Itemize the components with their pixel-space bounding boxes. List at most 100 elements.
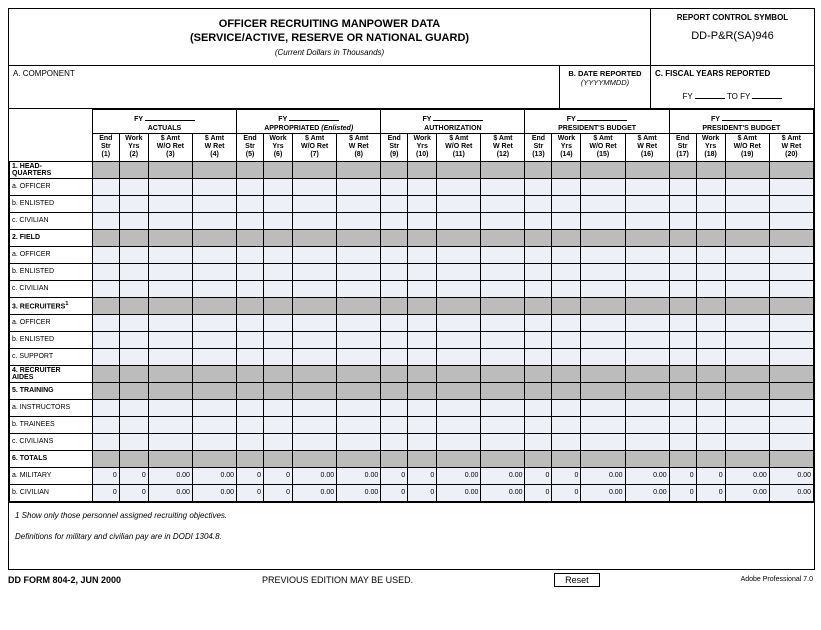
cell-10-3[interactable] [192, 331, 236, 348]
cell-9-6[interactable] [293, 314, 337, 331]
cell-6-7[interactable] [337, 263, 381, 280]
cell-10-5[interactable] [263, 331, 292, 348]
cell-16-19[interactable] [769, 433, 813, 450]
cell-6-4[interactable] [237, 263, 264, 280]
cell-5-6[interactable] [293, 246, 337, 263]
cell-16-12[interactable] [525, 433, 552, 450]
cell-16-16[interactable] [669, 433, 696, 450]
cell-7-3[interactable] [192, 280, 236, 297]
cell-10-15[interactable] [625, 331, 669, 348]
cell-6-17[interactable] [696, 263, 725, 280]
cell-9-14[interactable] [581, 314, 625, 331]
cell-11-17[interactable] [696, 348, 725, 365]
cell-18-9[interactable]: 0 [408, 467, 437, 484]
cell-7-6[interactable] [293, 280, 337, 297]
cell-11-10[interactable] [437, 348, 481, 365]
cell-16-8[interactable] [381, 433, 408, 450]
cell-7-13[interactable] [552, 280, 581, 297]
cell-14-3[interactable] [192, 399, 236, 416]
cell-1-7[interactable] [337, 178, 381, 195]
cell-2-19[interactable] [769, 195, 813, 212]
cell-11-8[interactable] [381, 348, 408, 365]
cell-7-4[interactable] [237, 280, 264, 297]
cell-19-13[interactable]: 0 [552, 484, 581, 501]
cell-18-17[interactable]: 0 [696, 467, 725, 484]
cell-1-16[interactable] [669, 178, 696, 195]
cell-14-19[interactable] [769, 399, 813, 416]
cell-6-2[interactable] [148, 263, 192, 280]
cell-9-16[interactable] [669, 314, 696, 331]
cell-1-3[interactable] [192, 178, 236, 195]
cell-11-3[interactable] [192, 348, 236, 365]
cell-6-9[interactable] [408, 263, 437, 280]
cell-7-2[interactable] [148, 280, 192, 297]
cell-6-1[interactable] [119, 263, 148, 280]
cell-5-9[interactable] [408, 246, 437, 263]
cell-9-18[interactable] [725, 314, 769, 331]
cell-2-4[interactable] [237, 195, 264, 212]
cell-18-0[interactable]: 0 [92, 467, 119, 484]
cell-2-7[interactable] [337, 195, 381, 212]
cell-19-5[interactable]: 0 [263, 484, 292, 501]
cell-15-4[interactable] [237, 416, 264, 433]
cell-6-14[interactable] [581, 263, 625, 280]
cell-10-4[interactable] [237, 331, 264, 348]
cell-5-3[interactable] [192, 246, 236, 263]
cell-7-11[interactable] [481, 280, 525, 297]
cell-7-8[interactable] [381, 280, 408, 297]
cell-10-0[interactable] [92, 331, 119, 348]
cell-19-9[interactable]: 0 [408, 484, 437, 501]
cell-3-2[interactable] [148, 212, 192, 229]
cell-18-16[interactable]: 0 [669, 467, 696, 484]
cell-18-10[interactable]: 0.00 [437, 467, 481, 484]
cell-19-11[interactable]: 0.00 [481, 484, 525, 501]
cell-5-0[interactable] [92, 246, 119, 263]
cell-5-16[interactable] [669, 246, 696, 263]
cell-10-8[interactable] [381, 331, 408, 348]
cell-3-9[interactable] [408, 212, 437, 229]
cell-11-5[interactable] [263, 348, 292, 365]
cell-19-12[interactable]: 0 [525, 484, 552, 501]
cell-14-2[interactable] [148, 399, 192, 416]
cell-7-17[interactable] [696, 280, 725, 297]
cell-19-1[interactable]: 0 [119, 484, 148, 501]
cell-11-11[interactable] [481, 348, 525, 365]
cell-11-2[interactable] [148, 348, 192, 365]
cell-14-5[interactable] [263, 399, 292, 416]
cell-2-10[interactable] [437, 195, 481, 212]
cell-3-10[interactable] [437, 212, 481, 229]
cell-5-2[interactable] [148, 246, 192, 263]
cell-2-18[interactable] [725, 195, 769, 212]
cell-5-17[interactable] [696, 246, 725, 263]
cell-16-2[interactable] [148, 433, 192, 450]
cell-19-16[interactable]: 0 [669, 484, 696, 501]
cell-18-1[interactable]: 0 [119, 467, 148, 484]
cell-11-1[interactable] [119, 348, 148, 365]
cell-14-7[interactable] [337, 399, 381, 416]
cell-1-13[interactable] [552, 178, 581, 195]
cell-3-16[interactable] [669, 212, 696, 229]
cell-16-14[interactable] [581, 433, 625, 450]
cell-9-10[interactable] [437, 314, 481, 331]
cell-1-4[interactable] [237, 178, 264, 195]
cell-18-4[interactable]: 0 [237, 467, 264, 484]
cell-11-12[interactable] [525, 348, 552, 365]
cell-15-3[interactable] [192, 416, 236, 433]
cell-9-15[interactable] [625, 314, 669, 331]
cell-18-2[interactable]: 0.00 [148, 467, 192, 484]
cell-7-16[interactable] [669, 280, 696, 297]
cell-6-19[interactable] [769, 263, 813, 280]
cell-10-2[interactable] [148, 331, 192, 348]
cell-10-7[interactable] [337, 331, 381, 348]
cell-16-9[interactable] [408, 433, 437, 450]
cell-14-10[interactable] [437, 399, 481, 416]
cell-15-16[interactable] [669, 416, 696, 433]
cell-1-8[interactable] [381, 178, 408, 195]
cell-19-4[interactable]: 0 [237, 484, 264, 501]
cell-5-4[interactable] [237, 246, 264, 263]
cell-16-4[interactable] [237, 433, 264, 450]
cell-14-18[interactable] [725, 399, 769, 416]
cell-5-5[interactable] [263, 246, 292, 263]
cell-3-6[interactable] [293, 212, 337, 229]
cell-19-3[interactable]: 0.00 [192, 484, 236, 501]
